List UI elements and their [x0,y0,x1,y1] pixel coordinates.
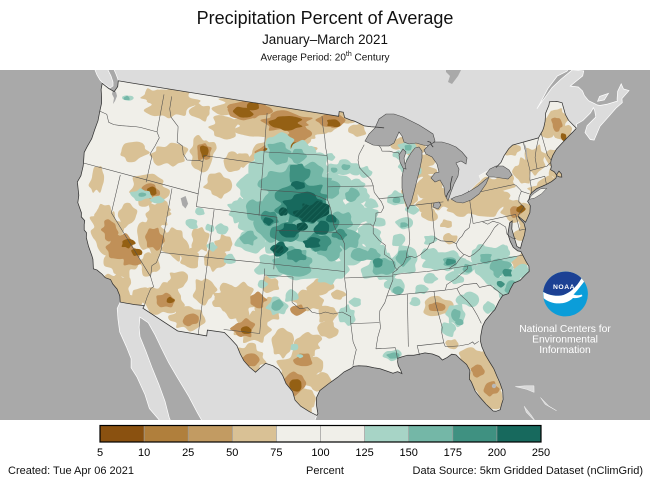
svg-text:25: 25 [182,447,194,459]
svg-text:National Centers for: National Centers for [519,324,611,335]
svg-text:250: 250 [532,447,550,459]
svg-text:75: 75 [270,447,282,459]
svg-text:50: 50 [226,447,238,459]
svg-text:150: 150 [400,447,418,459]
svg-text:125: 125 [355,447,373,459]
svg-text:NOAA: NOAA [553,284,575,291]
svg-text:Information: Information [539,345,591,356]
svg-text:Environmental: Environmental [532,335,598,346]
svg-text:10: 10 [138,447,150,459]
svg-text:200: 200 [488,447,506,459]
svg-text:5: 5 [97,447,103,459]
svg-text:175: 175 [444,447,462,459]
svg-text:100: 100 [311,447,329,459]
